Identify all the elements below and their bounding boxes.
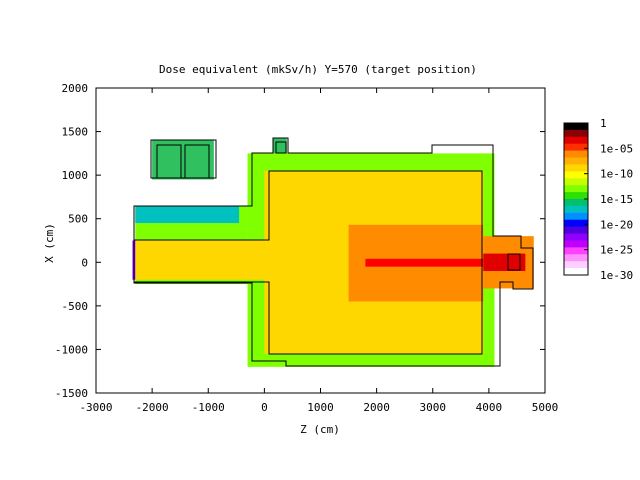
colorbar-swatch — [564, 240, 588, 248]
colorbar-label: 1e-05 — [600, 142, 633, 155]
x-tick-label: -2000 — [136, 401, 169, 414]
colorbar-swatch — [564, 143, 588, 152]
colorbar-swatch — [564, 164, 588, 172]
y-axis-label: X (cm) — [43, 223, 56, 263]
y-tick-label: 1500 — [62, 126, 89, 139]
colorbar-label: 1e-30 — [600, 269, 633, 282]
colorbar-swatch — [564, 129, 588, 138]
colorbar-swatch — [564, 157, 588, 165]
heatmap-region-5 — [365, 258, 484, 267]
colorbar-swatch — [564, 254, 588, 262]
colorbar-label: 1e-15 — [600, 193, 633, 206]
x-tick-label: 0 — [261, 401, 268, 414]
x-tick-label: 4000 — [476, 401, 503, 414]
colorbar-swatch — [564, 226, 588, 235]
colorbar-swatch — [564, 199, 588, 207]
x-tick-label: 3000 — [420, 401, 447, 414]
colorbar-swatch — [564, 268, 588, 276]
x-tick-label: 5000 — [532, 401, 559, 414]
inner-room-outline — [134, 170, 483, 355]
x-tick-label: 2000 — [363, 401, 390, 414]
chart-title: Dose equivalent (mkSv/h) Y=570 (target p… — [159, 63, 477, 76]
colorbar-swatch — [564, 247, 588, 255]
colorbar-swatch — [564, 185, 588, 193]
y-tick-label: -1500 — [55, 387, 88, 400]
colorbar-swatch — [564, 233, 588, 241]
x-tick-label: 1000 — [307, 401, 334, 414]
heatmap-region-7 — [483, 253, 526, 271]
colorbar-swatch — [564, 192, 588, 200]
y-tick-label: 0 — [81, 256, 88, 269]
x-tick-label: -3000 — [79, 401, 112, 414]
cabinet-left — [156, 144, 182, 179]
y-tick-label: 1000 — [62, 169, 89, 182]
colorbar-swatch — [564, 205, 588, 214]
colorbar-swatch — [564, 219, 588, 228]
colorbar-swatch — [564, 178, 588, 186]
heatmap-region-2 — [135, 240, 265, 280]
control-room-outline — [150, 139, 217, 179]
target-block — [507, 253, 521, 271]
colorbar-swatch — [564, 261, 588, 269]
y-tick-label: 2000 — [62, 82, 89, 95]
colorbar: 1 1e-05 1e-10 1e-15 1e-20 1e-25 1e-30 — [563, 117, 633, 282]
y-tick-label: -1000 — [55, 343, 88, 356]
y-axis-ticks: -1500 -1000 -500 0 500 1000 1500 2000 — [55, 82, 545, 400]
y-tick-label: -500 — [62, 300, 89, 313]
colorbar-swatch — [564, 171, 588, 179]
heatmap-regions — [132, 138, 534, 367]
heatmap-region-9 — [152, 140, 214, 180]
x-axis-ticks: -3000 -2000 -1000 0 1000 2000 3000 4000 5000 — [79, 88, 558, 414]
small-box — [275, 141, 287, 154]
heatmap-region-10 — [272, 138, 287, 154]
colorbar-label: 1e-10 — [600, 168, 633, 181]
hall-outline — [133, 137, 534, 367]
colorbar-label: 1e-25 — [600, 244, 633, 257]
colorbar-swatch — [564, 123, 588, 131]
colorbar-label: 1e-20 — [600, 218, 633, 231]
colorbar-label: 1 — [600, 117, 607, 130]
colorbar-swatch — [564, 136, 588, 145]
y-tick-label: 500 — [68, 213, 88, 226]
cabinet-right — [184, 144, 210, 179]
colorbar-swatch — [564, 150, 588, 159]
colorbar-swatch — [564, 212, 588, 221]
x-axis-label: Z (cm) — [300, 423, 340, 436]
geometry-outlines — [133, 137, 534, 367]
heatmap-region-8 — [135, 205, 240, 224]
x-tick-label: -1000 — [192, 401, 225, 414]
